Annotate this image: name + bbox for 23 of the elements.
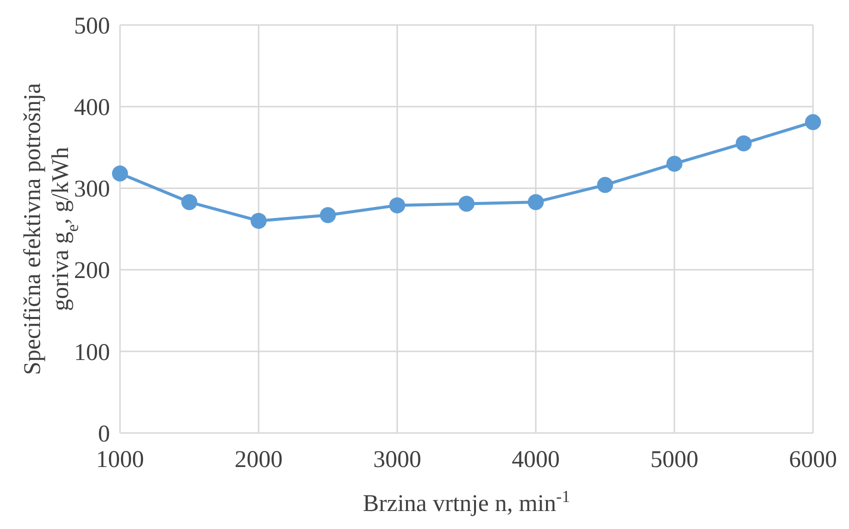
y-tick-label: 500 xyxy=(74,13,110,40)
x-tick-label: 6000 xyxy=(789,447,837,473)
point xyxy=(112,166,128,182)
point xyxy=(528,194,544,210)
y-tick-label: 300 xyxy=(74,176,110,203)
y-tick-label: 200 xyxy=(74,258,110,284)
point xyxy=(805,114,821,130)
point xyxy=(389,197,406,214)
x-tick-label: 2000 xyxy=(234,447,283,473)
x-axis-title: Brzina vrtnje n, min$^{-1}$ xyxy=(362,486,570,517)
point xyxy=(458,196,474,212)
point xyxy=(736,135,752,152)
point xyxy=(597,176,614,193)
point xyxy=(250,212,267,229)
point xyxy=(666,156,682,172)
point xyxy=(320,207,336,224)
x-tick-label: 4000 xyxy=(512,447,560,473)
x-tick-label: 5000 xyxy=(650,447,698,473)
point xyxy=(181,194,198,210)
y-tick-label: 0 xyxy=(98,421,110,448)
x-tick-label: 1000 xyxy=(96,447,144,473)
x-tick-label: 3000 xyxy=(373,447,422,473)
y-tick-label: 400 xyxy=(74,95,110,121)
